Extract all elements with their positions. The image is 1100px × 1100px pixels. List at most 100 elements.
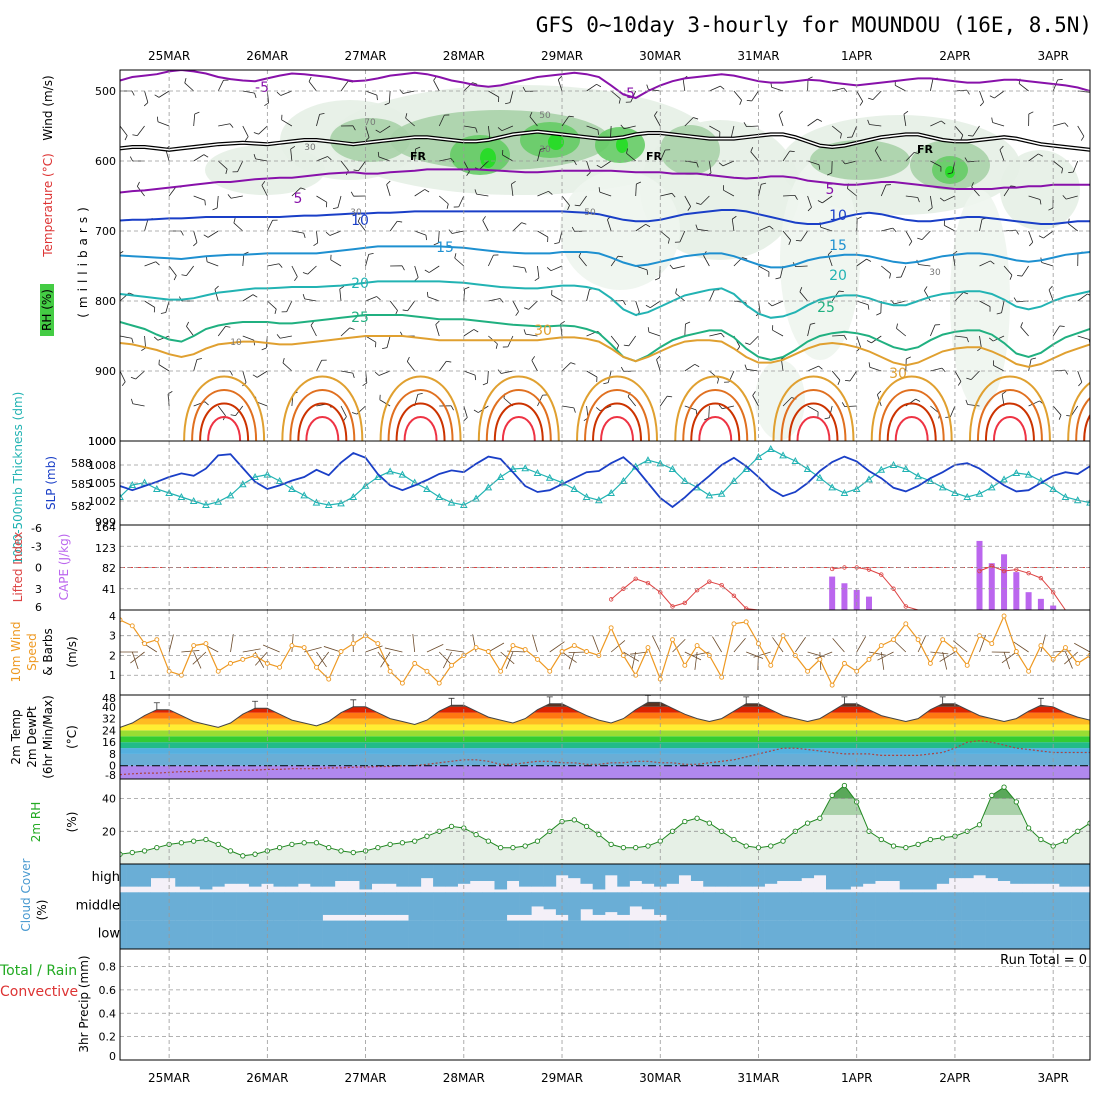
cloud-bar (1059, 864, 1072, 887)
wind-barb-flag (130, 376, 136, 380)
wind-barb (771, 300, 784, 307)
rh-shading (945, 166, 955, 178)
wind-speed-marker (940, 637, 946, 643)
cloud-bar (310, 892, 323, 921)
wind-barb (214, 289, 219, 302)
wind-speed-marker (301, 645, 307, 651)
wind-barb (217, 80, 224, 92)
tick-label: 41 (102, 583, 116, 596)
thickness-marker (1000, 475, 1008, 483)
wind-barb-flag (302, 272, 308, 275)
wind-barb-flag (426, 291, 429, 297)
tick-label: 1008 (88, 459, 116, 472)
rh-marker (129, 849, 135, 856)
boundary-layer-isotherm (501, 416, 536, 441)
wind-barb (700, 195, 710, 205)
cloud-bar (1022, 864, 1036, 884)
date-label-top: 31MAR (737, 49, 779, 63)
tick-label: 800 (95, 295, 116, 308)
thickness-marker (128, 480, 137, 488)
wind-barb-flag (105, 197, 109, 200)
wind-barb (731, 219, 735, 232)
wind-barb-flag (131, 398, 134, 404)
wind-barb (771, 86, 784, 92)
wind-barb-flag (844, 379, 851, 382)
wind-barb-flag (450, 158, 455, 163)
wind-barb-flag (473, 329, 479, 333)
cloud-bar (715, 920, 729, 949)
wind-barb-flag (343, 416, 347, 421)
wind-barb (550, 265, 563, 272)
wind-barb-flag (840, 133, 842, 139)
rh-ylabel: 2m RH (29, 802, 43, 843)
wind-barb (856, 300, 869, 306)
wind-barb-flag (667, 238, 670, 244)
wind-speed-marker (878, 643, 884, 649)
cloud-bar (813, 864, 827, 876)
wind-barb (507, 335, 514, 348)
date-label-bottom: 31MAR (737, 1071, 779, 1085)
wind-barb-flag (1059, 325, 1065, 327)
cloud-bar (482, 864, 495, 881)
surface-wind-barb (549, 641, 565, 653)
wind-speed-marker (1075, 660, 1081, 666)
wind-barb-flag (750, 147, 754, 152)
wind-barb-flag (1010, 185, 1016, 187)
wind-speed-marker (449, 662, 454, 668)
wind-barb (722, 160, 735, 167)
wind-barb (1028, 359, 1032, 372)
cloud-bar (592, 920, 606, 949)
wind-barb (340, 327, 351, 337)
wind-barb (847, 188, 857, 197)
cloud-bar (543, 864, 557, 887)
wind-barb (921, 230, 931, 240)
wind-barb (167, 394, 170, 407)
wind-barb (1003, 265, 1013, 276)
cloud-bar (543, 920, 557, 949)
cloud-bar (801, 892, 815, 921)
wind-barb-flag (769, 225, 774, 230)
wind-barb (856, 258, 867, 267)
rh-marker (289, 841, 295, 848)
rh-shading (330, 118, 410, 162)
wind-barb-flag (685, 321, 691, 325)
isotherm-label: 10 (829, 208, 847, 224)
wind-barb-flag (967, 135, 973, 137)
wind-barb (772, 329, 784, 337)
wind-barb-flag (278, 263, 283, 268)
rh-marker (510, 845, 516, 851)
wind-barb-flag (332, 207, 338, 210)
cloud-bar (1059, 920, 1072, 949)
wind-barb-flag (377, 151, 380, 157)
cloud-bar (838, 864, 851, 890)
wind-barb-flag (1001, 390, 1007, 395)
surface-wind-barb (880, 651, 885, 670)
thickness-marker (619, 476, 628, 484)
thickness-marker (152, 484, 161, 492)
wind-barb-flag (131, 90, 135, 96)
wind-barb (659, 230, 670, 240)
rh-shading (548, 134, 564, 150)
wind-barb-flag (405, 113, 408, 119)
tick-label: 32 (102, 713, 116, 726)
wind-barb (607, 219, 612, 232)
surface-wind-barb (930, 651, 949, 655)
cloud-bar (654, 892, 667, 915)
surface-wind-barb (192, 651, 207, 665)
wind-barb (782, 397, 792, 407)
wind-speed-line (120, 614, 1090, 687)
surface-wind-barb (130, 651, 145, 664)
boundary-layer-isotherm (780, 389, 847, 441)
wind-barb (1068, 223, 1078, 232)
cloud-bar (629, 892, 643, 907)
isotherm-label: 25 (351, 310, 369, 326)
wind-barb (512, 222, 522, 232)
wind-barb (537, 230, 549, 238)
lifted-index-line (979, 565, 1066, 610)
thickness-marker (374, 472, 382, 480)
wind-barb-flag (313, 242, 318, 246)
wind-barb (207, 230, 219, 238)
wind-barb (255, 158, 268, 162)
wind-barb (999, 149, 1005, 162)
cloud-axis-labels: Cloud Cover (%) (19, 858, 49, 931)
